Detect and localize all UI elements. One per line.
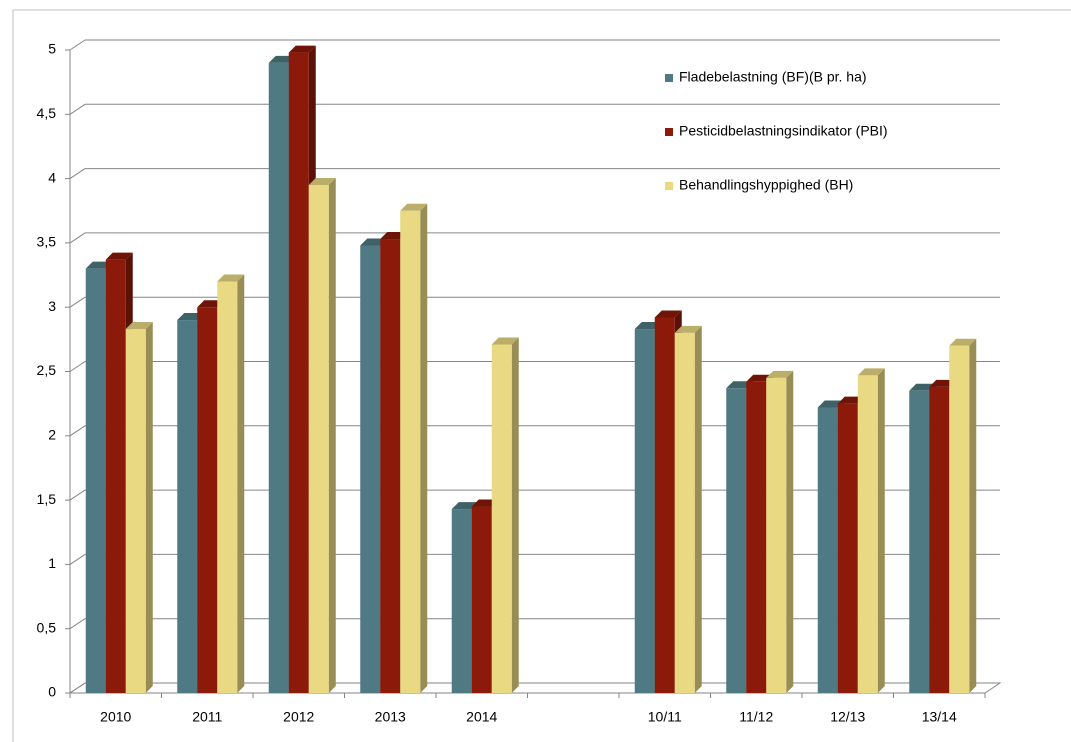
bar: [85, 268, 106, 693]
bar: [268, 62, 289, 694]
legend-label: Pesticidbelastningsindikator (PBI): [679, 123, 888, 139]
y-tick-label: 1: [48, 555, 56, 571]
x-tick-label: 2011: [192, 709, 222, 725]
grid-diagonal: [69, 553, 86, 565]
bar-top: [766, 370, 794, 378]
bar-top: [217, 274, 245, 282]
x-tick-label: 2013: [375, 709, 406, 725]
bar-top: [105, 252, 133, 260]
bar: [746, 381, 767, 693]
legend-label: Behandlingshyppighed (BH): [679, 177, 853, 193]
bar-side: [694, 325, 702, 693]
bar: [288, 52, 309, 693]
bar-side: [877, 368, 885, 693]
x-tick-label: 10/11: [648, 709, 682, 725]
bar-top: [654, 310, 682, 318]
bar-top: [125, 322, 153, 330]
bar: [360, 245, 381, 694]
y-tick-label: 2,5: [37, 362, 57, 378]
bar-top: [857, 368, 885, 376]
grid-diagonal: [69, 489, 86, 501]
bar: [491, 344, 512, 693]
y-tick-label: 0: [48, 684, 56, 700]
bar: [857, 375, 878, 693]
bar: [817, 407, 838, 693]
bar-side: [786, 370, 794, 693]
y-tick-label: 3,5: [37, 234, 57, 250]
bar: [654, 317, 675, 693]
grid-diagonal: [69, 232, 86, 244]
legend-swatch: [665, 74, 673, 82]
bar-side: [237, 274, 245, 693]
bar-top: [288, 45, 316, 53]
bar-side: [969, 338, 977, 693]
y-tick-label: 1,5: [37, 491, 57, 507]
grid-diagonal: [69, 39, 86, 51]
y-tick-label: 4: [48, 169, 56, 185]
bar-side: [511, 337, 519, 693]
bar-top: [674, 325, 702, 333]
bar: [197, 307, 218, 693]
chart-frame: [12, 9, 1071, 742]
grid-diagonal: [69, 361, 86, 372]
bar: [125, 329, 146, 693]
legend-label: Fladebelastning (BF)(B pr. ha): [679, 69, 867, 85]
x-tick-label: 12/13: [830, 709, 865, 725]
grid-diagonal: [69, 168, 86, 180]
y-tick-label: 0,5: [37, 619, 57, 635]
grid-diagonal: [69, 103, 86, 115]
bar-side: [420, 203, 428, 693]
bar: [674, 332, 695, 693]
x-tick-label: 11/12: [739, 709, 773, 725]
bar: [471, 506, 492, 693]
bar: [909, 390, 930, 693]
x-tick-label: 2010: [100, 709, 131, 725]
bar-top: [308, 178, 336, 186]
grid-diagonal: [69, 618, 86, 630]
x-tick-label: 2012: [283, 709, 314, 725]
bar: [929, 386, 950, 693]
bar: [451, 509, 472, 693]
bar: [105, 259, 126, 693]
bar: [380, 239, 401, 694]
bar: [634, 329, 655, 693]
x-tick-label: 13/14: [922, 709, 957, 725]
x-tick-label: 2014: [466, 709, 497, 725]
bar-side: [328, 178, 336, 693]
bar: [837, 403, 858, 693]
grid-diagonal: [69, 296, 86, 308]
legend-swatch: [665, 128, 673, 136]
bar: [766, 377, 787, 693]
y-tick-label: 2: [48, 427, 56, 443]
grid-diagonal: [69, 682, 86, 694]
bar-top: [400, 203, 428, 211]
legend-swatch: [665, 182, 673, 190]
bar: [177, 320, 198, 693]
bar: [726, 388, 747, 693]
bar: [949, 345, 970, 693]
bar: [217, 281, 238, 693]
y-tick-label: 5: [48, 41, 56, 57]
bar-top: [949, 338, 977, 346]
y-tick-label: 3: [48, 298, 56, 314]
grid-diagonal: [69, 425, 86, 437]
bar: [308, 185, 329, 693]
y-tick-label: 4,5: [37, 105, 57, 121]
bar-side: [145, 322, 153, 693]
bar-top: [491, 337, 519, 345]
bar: [400, 210, 421, 693]
